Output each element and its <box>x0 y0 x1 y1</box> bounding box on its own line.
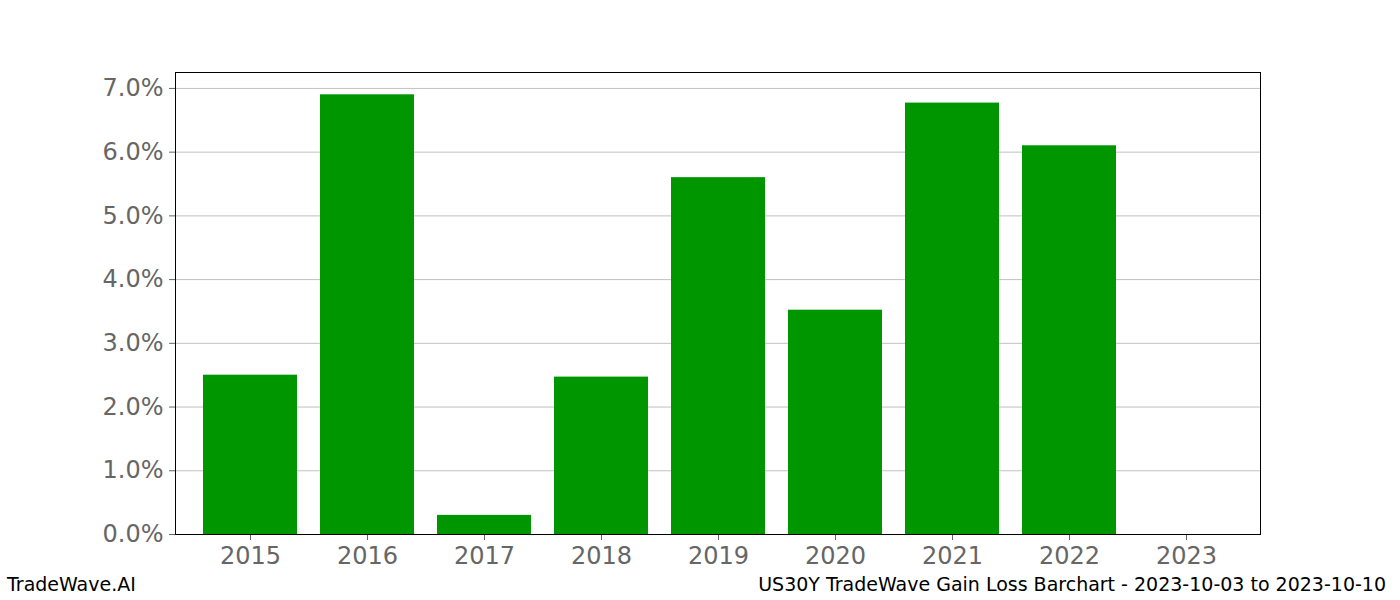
html-text:US30Y TradeWave Gain Loss Barc: US30Y TradeWave Gain Loss Barchart - 202… <box>758 573 1386 595</box>
svg-text:2016: 2016 <box>337 542 398 570</box>
svg-text:7.0%: 7.0% <box>103 74 164 102</box>
svg-text:6.0%: 6.0% <box>103 138 164 166</box>
svg-text:4.0%: 4.0% <box>103 265 164 293</box>
svg-text:2019: 2019 <box>688 542 749 570</box>
svg-text:2017: 2017 <box>454 542 515 570</box>
svg-text:0.0%: 0.0% <box>103 520 164 548</box>
svg-text:5.0%: 5.0% <box>103 202 164 230</box>
svg-text:2015: 2015 <box>220 542 281 570</box>
svg-text:3.0%: 3.0% <box>103 329 164 357</box>
svg-text:2020: 2020 <box>805 542 866 570</box>
svg-text:2.0%: 2.0% <box>103 393 164 421</box>
svg-text:2021: 2021 <box>922 542 983 570</box>
svg-text:2018: 2018 <box>571 542 632 570</box>
svg-text:2022: 2022 <box>1039 542 1100 570</box>
svg-text:2023: 2023 <box>1156 542 1217 570</box>
html-text:TradeWave.AI: TradeWave.AI <box>7 573 136 595</box>
svg-text:1.0%: 1.0% <box>103 456 164 484</box>
